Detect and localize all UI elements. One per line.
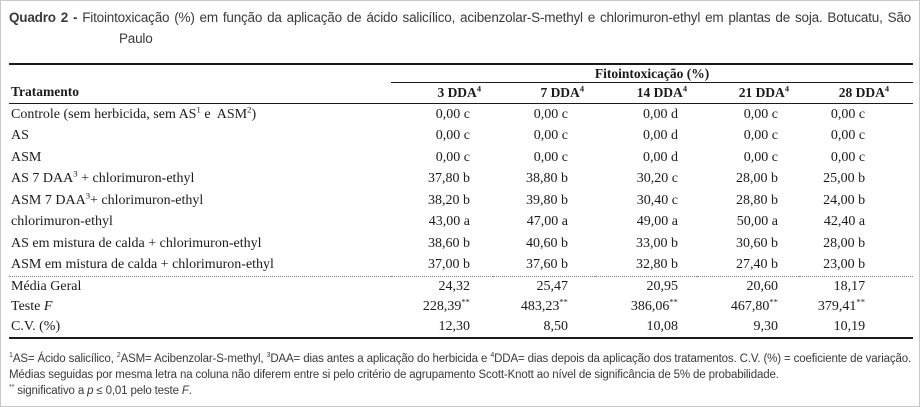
treatment-cell: chlorimuron-ethyl: [11, 214, 113, 230]
value-cell: 24,32: [391, 276, 493, 297]
treatment-column-header: Tratamento: [9, 64, 391, 104]
summary-row-mean: Média Geral 24,32 25,47 20,95 20,60 18,1…: [9, 276, 914, 297]
value-cell: 0,00 c: [435, 106, 470, 122]
value-cell: 42,40 a: [823, 214, 866, 230]
value-cell: 9,30: [753, 319, 779, 334]
value-cell: 0,00 c: [533, 106, 568, 122]
value-cell: 0,00 c: [435, 128, 470, 144]
table-footnotes: 1AS= Ácido salicílico, 2ASM= Acibenzolar…: [9, 351, 911, 399]
table-row: ASM em mistura de calda + chlorimuron-et…: [9, 255, 913, 277]
value-cell: 0,00 c: [533, 149, 568, 165]
col-header-3dda: 3 DDA4: [391, 82, 493, 104]
summary-row-cv: C.V. (%) 12,30 8,50 10,08 9,30 10,19: [9, 317, 913, 338]
value-cell: 20,95: [595, 276, 697, 297]
value-cell: 33,00 b: [636, 235, 678, 251]
value-cell: 30,40 c: [636, 192, 678, 208]
footnote-abbreviations: 1AS= Ácido salicílico, 2ASM= Acibenzolar…: [9, 351, 911, 381]
treatment-cell: AS 7 DAA3 + chlorimuron-ethyl: [11, 168, 195, 187]
value-cell: 0,00 d: [643, 149, 678, 165]
table-header: Tratamento Fitointoxicação (%) 3 DDA4 7 …: [9, 64, 914, 104]
value-cell: 37,60 b: [526, 257, 568, 273]
value-cell: 38,20 b: [428, 192, 470, 208]
table-caption-label: Quadro 2 -: [9, 10, 78, 25]
value-cell: 12,30: [438, 319, 471, 334]
value-cell: 0,00 c: [830, 106, 866, 122]
table-row: AS 7 DAA3 + chlorimuron-ethyl 37,80 b 38…: [9, 169, 913, 191]
summary-row-ftest: Teste F 228,39** 483,23** 386,06** 467,8…: [9, 297, 913, 317]
value-cell: 27,40 b: [736, 257, 778, 273]
value-cell: 18,17: [799, 276, 914, 297]
value-cell: 50,00 a: [736, 214, 778, 230]
value-cell: 28,80 b: [736, 192, 778, 208]
col-header-21dda: 21 DDA4: [697, 82, 799, 104]
value-cell: 38,60 b: [428, 235, 470, 251]
value-cell: 24,00 b: [823, 192, 866, 208]
value-cell: 386,06**: [630, 296, 678, 314]
value-cell: 25,00 b: [823, 171, 866, 187]
col-header-28dda: 28 DDA4: [799, 82, 914, 104]
value-cell: 49,00 a: [636, 214, 678, 230]
table-row: AS em mistura de calda + chlorimuron-eth…: [9, 233, 913, 255]
table-row: ASM 7 DAA3+ chlorimuron-ethyl 38,20 b 39…: [9, 190, 913, 212]
table-caption: Quadro 2 - Fitointoxicação (%) em função …: [9, 7, 911, 49]
value-cell: 0,00 c: [743, 128, 778, 144]
value-cell: 483,23**: [520, 296, 568, 314]
col-header-14dda: 14 DDA4: [595, 82, 697, 104]
value-cell: 40,60 b: [526, 235, 568, 251]
value-cell: 0,00 c: [743, 106, 778, 122]
footnote-significance: ** significativo a p ≤ 0,01 pelo teste F…: [9, 383, 192, 397]
col-header-7dda: 7 DDA4: [493, 82, 595, 104]
value-cell: 30,20 c: [636, 171, 678, 187]
table-row: AS 0,00 c 0,00 c 0,00 d 0,00 c 0,00 c: [9, 126, 913, 148]
value-cell: 37,80 b: [428, 171, 470, 187]
value-cell: 28,00 b: [736, 171, 778, 187]
value-cell: 25,47: [493, 276, 595, 297]
summary-label-cell: Média Geral: [9, 276, 391, 297]
table-caption-text: Fitointoxicação (%) em função da aplicaç…: [82, 10, 911, 46]
treatment-cell: Controle (sem herbicida, sem AS1 e ASM2): [11, 104, 257, 122]
value-cell: 0,00 c: [533, 128, 568, 144]
value-cell: 23,00 b: [823, 257, 866, 273]
value-cell: 0,00 c: [830, 149, 866, 165]
value-cell: 0,00 c: [435, 149, 470, 165]
table-row: Controle (sem herbicida, sem AS1 e ASM2)…: [9, 104, 913, 126]
treatment-cell: AS: [11, 128, 29, 144]
value-cell: 43,00 a: [428, 214, 470, 230]
value-cell: 20,60: [697, 276, 799, 297]
value-cell: 10,19: [833, 319, 866, 334]
value-cell: 38,80 b: [526, 171, 568, 187]
table-summary: Média Geral 24,32 25,47 20,95 20,60 18,1…: [9, 276, 914, 339]
treatment-cell: ASM 7 DAA3+ chlorimuron-ethyl: [11, 190, 204, 208]
table-body: Controle (sem herbicida, sem AS1 e ASM2)…: [9, 104, 913, 277]
table-row: ASM 0,00 c 0,00 c 0,00 d 0,00 c 0,00 c: [9, 147, 913, 169]
value-cell: 39,80 b: [526, 192, 568, 208]
treatment-cell: ASM: [11, 149, 42, 165]
column-header-row: 3 DDA4 7 DDA4 14 DDA4 21 DDA4 28 DDA4: [9, 82, 914, 104]
value-cell: 0,00 d: [643, 106, 678, 122]
value-cell: 10,08: [646, 319, 679, 334]
value-cell: 0,00 c: [830, 128, 866, 144]
value-cell: 8,50: [543, 319, 569, 334]
treatment-cell: AS em mistura de calda + chlorimuron-eth…: [11, 235, 262, 251]
value-cell: 467,80**: [730, 296, 778, 314]
table-row: chlorimuron-ethyl 43,00 a 47,00 a 49,00 …: [9, 212, 913, 234]
summary-label-cell: Teste F: [11, 299, 53, 314]
value-cell: 228,39**: [422, 296, 470, 314]
value-cell: 32,80 b: [636, 257, 678, 273]
treatment-cell: ASM em mistura de calda + chlorimuron-et…: [11, 257, 274, 273]
value-cell: 30,60 b: [736, 235, 778, 251]
summary-label-cell: C.V. (%): [11, 319, 61, 334]
value-cell: 0,00 c: [743, 149, 778, 165]
value-cell: 0,00 d: [643, 128, 678, 144]
value-cell: 47,00 a: [526, 214, 568, 230]
phytotoxicity-group-header: Fitointoxicação (%): [391, 64, 914, 83]
group-header-row: Tratamento Fitointoxicação (%): [9, 64, 914, 104]
results-table: Tratamento Fitointoxicação (%) 3 DDA4 7 …: [9, 63, 914, 339]
value-cell: 28,00 b: [823, 235, 866, 251]
value-cell: 379,41**: [817, 296, 866, 314]
value-cell: 37,00 b: [428, 257, 470, 273]
